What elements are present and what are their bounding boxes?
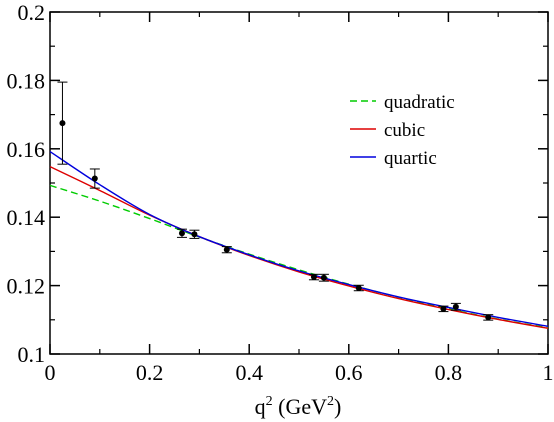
y-tick-label: 0.2 bbox=[18, 0, 46, 25]
data-point bbox=[440, 305, 447, 312]
data-point bbox=[485, 314, 492, 321]
data-point bbox=[191, 231, 198, 238]
data-point bbox=[355, 284, 362, 291]
x-tick-label: 0.8 bbox=[435, 360, 463, 385]
plot-frame bbox=[49, 11, 549, 355]
y-tick-label: 0.14 bbox=[7, 205, 46, 230]
y-tick-label: 0.1 bbox=[18, 342, 46, 367]
fit-curve-cubic bbox=[49, 165, 549, 330]
x-tick-label: 0.4 bbox=[235, 360, 263, 385]
x-tick-label: 0.2 bbox=[136, 360, 164, 385]
y-tick-label: 0.12 bbox=[7, 274, 46, 299]
fit-curve-quadratic bbox=[49, 184, 549, 329]
data-point bbox=[310, 274, 317, 281]
x-tick-label: 0 bbox=[45, 360, 56, 385]
fit-curve-quartic bbox=[49, 150, 549, 327]
y-tick-label: 0.16 bbox=[7, 137, 46, 162]
x-tick-label: 0.6 bbox=[335, 360, 363, 385]
x-axis-title: q2 (GeV2) bbox=[255, 394, 342, 419]
legend-label-cubic: cubic bbox=[384, 120, 425, 141]
data-point bbox=[320, 274, 327, 281]
data-point bbox=[59, 120, 66, 127]
data-point bbox=[178, 230, 185, 237]
data-point bbox=[223, 246, 230, 253]
x-tick-label: 1 bbox=[543, 360, 554, 385]
legend-label-quadratic: quadratic bbox=[384, 92, 455, 113]
data-point bbox=[452, 303, 459, 310]
data-point bbox=[91, 175, 98, 182]
y-tick-label: 0.18 bbox=[7, 68, 46, 93]
legend-label-quartic: quartic bbox=[384, 148, 437, 169]
